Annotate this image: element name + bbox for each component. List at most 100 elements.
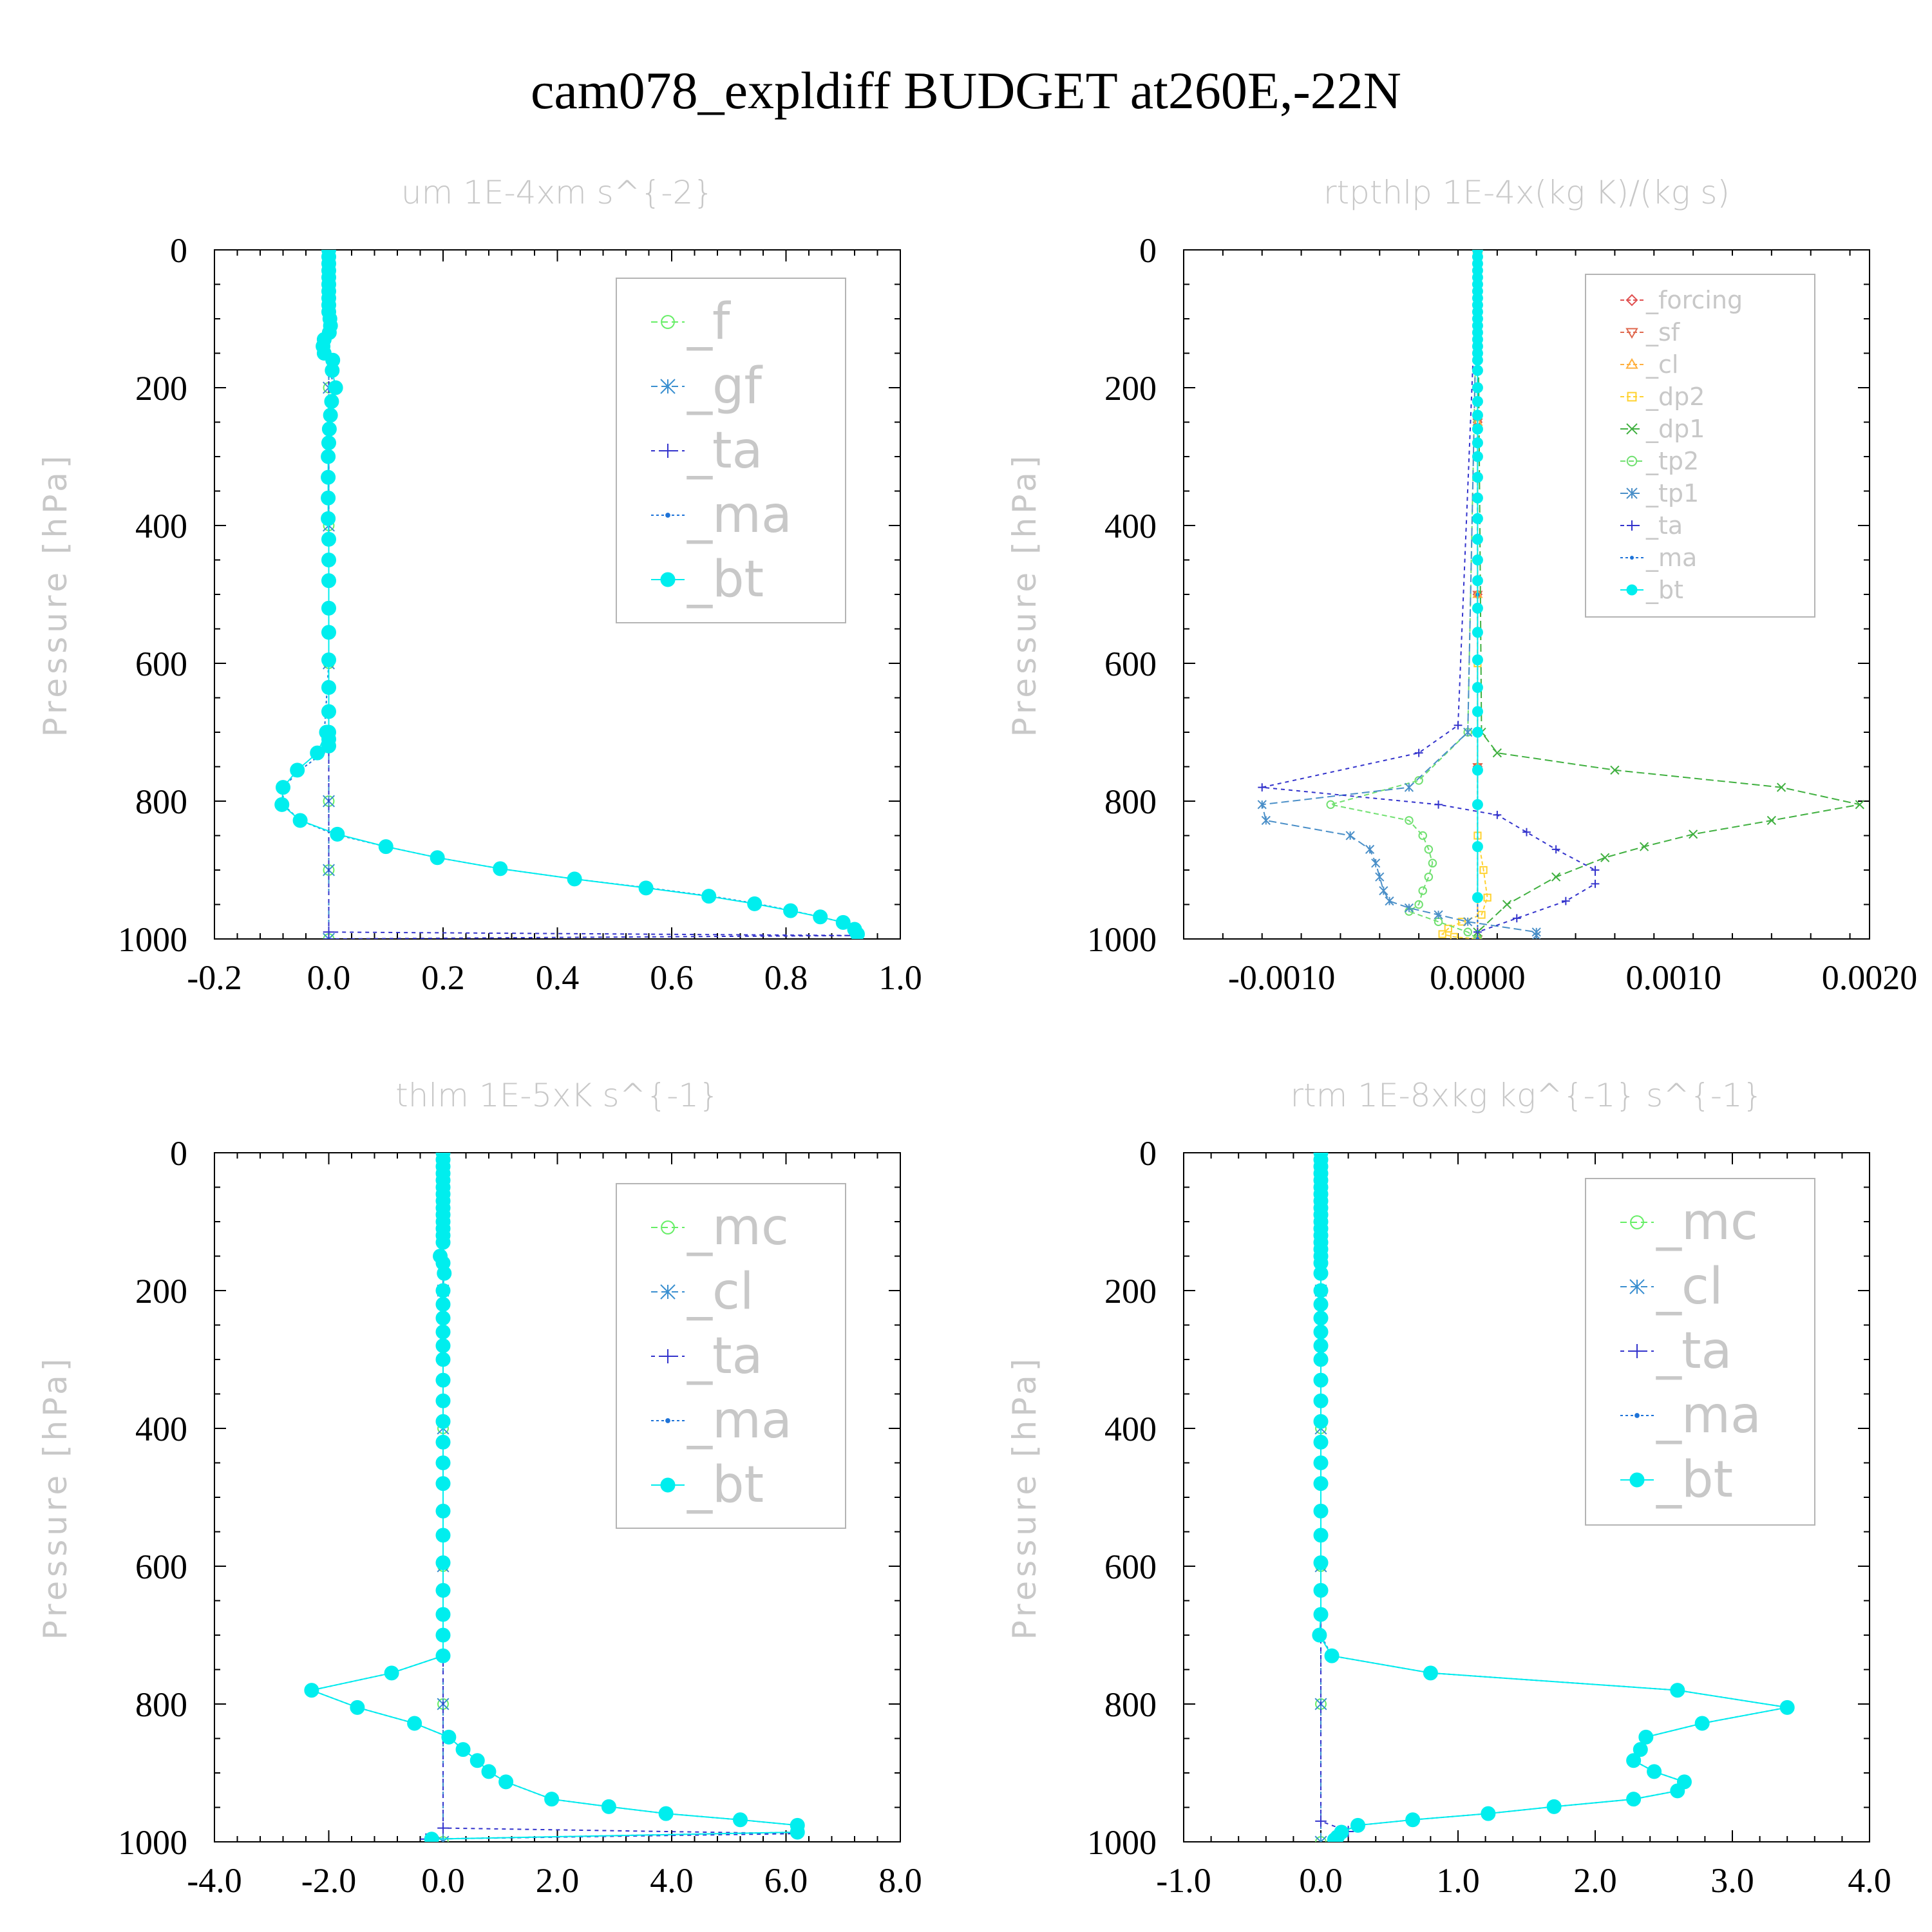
y-tick-label: 800 [135,1685,187,1724]
y-axis-label: Pressure [hPa] [37,452,74,737]
panel-title: rtm 1E-8xkg kg^{-1} s^{-1} [1290,1077,1763,1114]
data-point [310,745,325,761]
data-point [321,531,336,547]
legend-label: _ta [687,422,762,480]
data-point [1454,721,1463,730]
data-point [1647,1764,1662,1779]
data-point [321,704,336,719]
legend-label: _ma [687,1392,792,1450]
data-point [435,1648,451,1663]
data-point [1483,893,1492,902]
x-tick-label: 0.4 [536,958,580,997]
y-tick-label: 0 [1139,231,1157,270]
series-group [1312,1153,1795,1842]
data-point [849,927,865,939]
legend-label: _bt [687,1456,764,1514]
data-point [435,1393,451,1408]
data-point [437,1265,452,1281]
y-tick-label: 1000 [118,920,187,959]
data-point [435,1555,451,1571]
legend-marker [661,1220,675,1235]
data-point [1313,1555,1329,1571]
y-tick-label: 200 [135,369,187,408]
legend-marker [665,513,670,518]
data-point [1626,1753,1642,1768]
legend-marker [1630,1344,1644,1358]
data-point [1591,866,1600,875]
y-tick-label: 800 [1104,1685,1157,1724]
data-point [1472,681,1483,693]
legend: _mc _cl _ta _ma _bt [616,1183,846,1529]
data-point [1418,886,1427,895]
legend-marker [665,1418,670,1423]
x-tick-label: 2.0 [1573,1861,1617,1900]
data-point [1313,1476,1329,1492]
legend-label: _mc [687,1198,789,1256]
data-point [1444,924,1452,933]
data-point [1434,917,1443,927]
y-axis-label: Pressure [hPa] [1006,1355,1043,1640]
y-tick-label: 600 [1104,645,1157,683]
data-point [437,1835,450,1842]
legend-marker [1629,1279,1645,1294]
data-point [498,1774,514,1790]
data-point [321,449,336,464]
data-point [493,861,508,876]
data-point [1313,1414,1329,1429]
panel-title: thlm 1E-5xK s^{-1} [395,1077,719,1114]
series-group [274,250,865,939]
data-point [1472,726,1483,738]
x-tick-label: 0.2 [421,958,465,997]
data-point [1551,845,1560,854]
y-tick-label: 600 [135,1548,187,1586]
legend-marker [1626,488,1638,499]
chart-panel-3: 0 200 400 600 800 1000-4.0 -2.0 0.0 2.0 4.0 6.0 8.0… [37,1077,922,1900]
x-tick-label: 0.0020 [1822,958,1918,997]
data-point [1313,1455,1329,1470]
data-point [437,1822,449,1834]
data-point [435,1235,451,1250]
data-point [1261,815,1271,826]
legend-label: _tp1 [1645,479,1699,507]
y-tick-label: 1000 [118,1823,187,1862]
data-point [1313,1393,1329,1408]
data-point [481,1764,497,1779]
x-tick-label: 0.0 [307,958,351,997]
data-point [435,1311,451,1326]
series_tp1 [1257,250,1541,939]
data-point [323,933,335,939]
legend-marker [660,1284,676,1300]
data-point [321,511,336,526]
legend-label: _f [687,293,731,351]
legend-marker [1625,358,1638,369]
data-point [1694,1716,1710,1731]
series_dp2 [1438,250,1492,939]
data-point [1404,782,1414,792]
legend-label: _ma [1656,1387,1761,1444]
y-tick-label: 200 [1104,1272,1157,1311]
data-point [1481,1806,1496,1821]
legend-marker [1625,294,1638,307]
series_bt [304,1153,805,1842]
data-point [321,679,336,695]
data-point [1312,1627,1327,1643]
data-point [1463,917,1473,927]
data-point [1776,782,1786,792]
data-point [378,839,393,855]
data-point [1350,1817,1366,1833]
data-point [276,780,290,795]
data-point [1313,1296,1329,1312]
data-point [321,469,336,485]
y-tick-label: 800 [135,782,187,821]
data-point [1472,554,1483,565]
legend-marker [1626,455,1638,467]
data-point [1472,423,1483,435]
y-tick-label: 400 [135,507,187,545]
data-point [601,1799,616,1814]
panel-title: rtpthlp 1E-4x(kg K)/(kg s) [1323,174,1730,211]
data-point [435,1503,451,1519]
data-point [321,421,337,437]
data-point [1428,858,1437,868]
